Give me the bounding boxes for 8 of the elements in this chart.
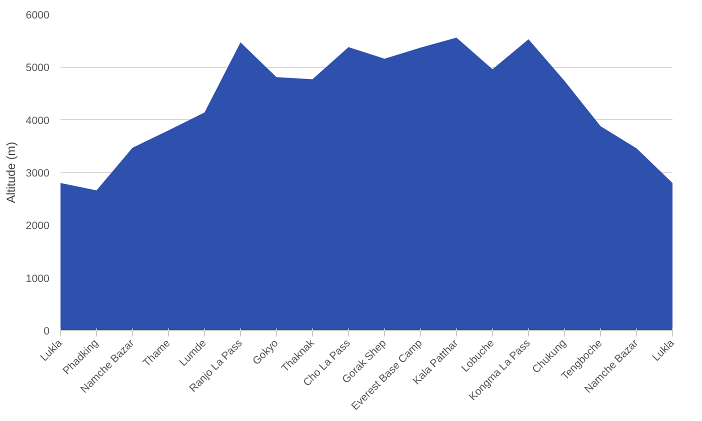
y-tick-label: 0 — [44, 326, 50, 338]
y-tick-label: 1000 — [26, 272, 50, 285]
y-axis-title: Altitude (m) — [4, 142, 18, 204]
y-tick-label: 6000 — [26, 10, 50, 22]
y-tick-label: 4000 — [26, 114, 50, 127]
y-tick-label: 3000 — [26, 168, 50, 180]
y-tick-label: 5000 — [26, 62, 50, 74]
y-tick-label: 2000 — [26, 220, 50, 232]
